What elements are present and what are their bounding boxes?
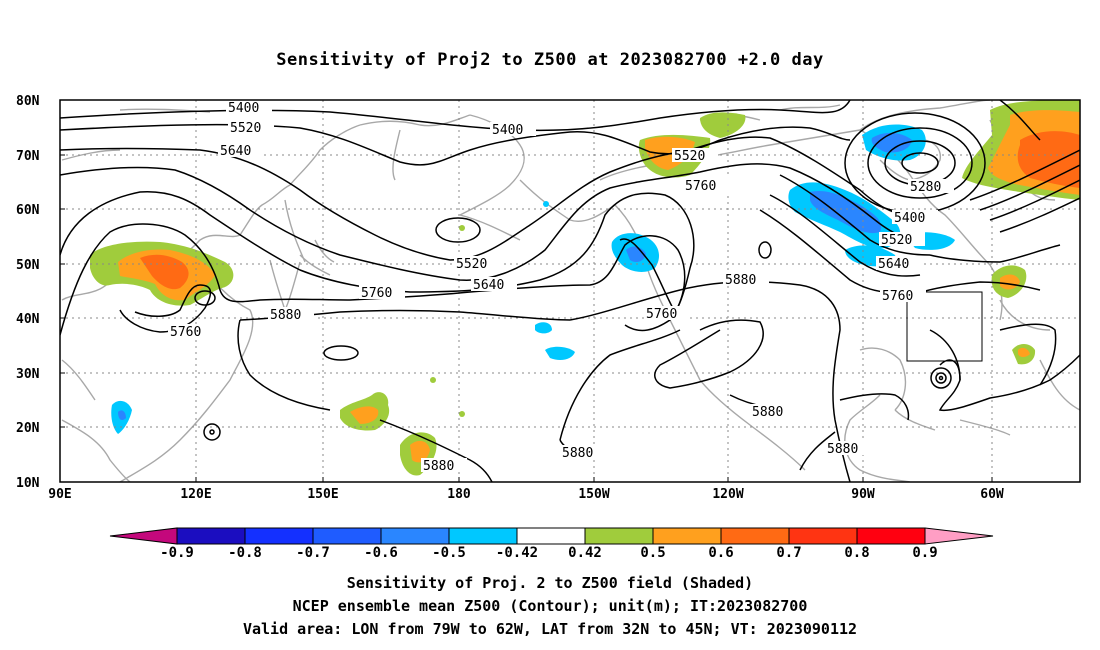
svg-text:5640: 5640 [220, 144, 251, 159]
graticule [60, 100, 1080, 482]
colorbar-label: 0.5 [640, 545, 665, 561]
plot-frame [59, 99, 1081, 483]
svg-text:5760: 5760 [361, 286, 392, 301]
colorbar-segment [856, 527, 926, 545]
svg-text:5280: 5280 [910, 180, 941, 195]
lon-label: 90W [851, 487, 875, 502]
colorbar-label: -0.5 [432, 545, 466, 561]
svg-text:5880: 5880 [827, 442, 858, 457]
lat-label: 40N [16, 312, 40, 327]
colorbar [109, 527, 994, 545]
lon-label: 180 [447, 487, 471, 502]
colorbar-segment [380, 527, 450, 545]
colorbar-label: -0.7 [296, 545, 330, 561]
svg-text:5400: 5400 [228, 101, 259, 116]
lat-label: 70N [16, 149, 40, 164]
colorbar-segment [516, 527, 586, 545]
colorbar-segment [312, 527, 382, 545]
svg-text:5760: 5760 [882, 289, 913, 304]
colorbar-label: -0.8 [228, 545, 262, 561]
colorbar-label: 0.6 [708, 545, 733, 561]
svg-text:5760: 5760 [685, 179, 716, 194]
svg-text:5520: 5520 [881, 233, 912, 248]
valid-area-box [906, 291, 983, 362]
lon-label: 150E [307, 487, 338, 502]
svg-text:5520: 5520 [674, 149, 705, 164]
svg-text:5880: 5880 [752, 405, 783, 420]
svg-text:5640: 5640 [473, 278, 504, 293]
svg-text:5520: 5520 [456, 257, 487, 272]
colorbar-label: -0.42 [496, 545, 538, 561]
z500-contours [60, 100, 1080, 482]
caption-shading: Sensitivity of Proj. 2 to Z500 field (Sh… [346, 574, 754, 592]
colorbar-upper-arrow [924, 527, 994, 545]
colorbar-lower-arrow [109, 527, 178, 545]
lat-label: 30N [16, 367, 40, 382]
colorbar-segment [788, 527, 858, 545]
colorbar-label: -0.9 [160, 545, 194, 561]
svg-text:5760: 5760 [646, 307, 677, 322]
axis-ticks [60, 99, 993, 483]
caption-contour: NCEP ensemble mean Z500 (Contour); unit(… [292, 597, 808, 615]
lon-label: 60W [980, 487, 1004, 502]
svg-text:5880: 5880 [562, 446, 593, 461]
lat-label: 10N [16, 476, 40, 491]
contour-labels: 5400 5520 5640 5400 5520 5760 5280 5400 … [168, 100, 954, 474]
colorbar-label: 0.42 [568, 545, 602, 561]
colorbar-segment [176, 527, 246, 545]
lon-label: 120W [712, 487, 743, 502]
colorbar-segment [720, 527, 790, 545]
svg-text:5760: 5760 [170, 325, 201, 340]
lat-label: 50N [16, 258, 40, 273]
svg-text:5880: 5880 [423, 459, 454, 474]
svg-text:5880: 5880 [725, 273, 756, 288]
colorbar-label: 0.8 [844, 545, 869, 561]
svg-text:5400: 5400 [894, 211, 925, 226]
lon-label: 90E [48, 487, 71, 502]
colorbar-segment [448, 527, 518, 545]
colorbar-label: 0.7 [776, 545, 801, 561]
map-title: Sensitivity of Proj2 to Z500 at 20230827… [276, 50, 824, 70]
caption-valid-area: Valid area: LON from 79W to 62W, LAT fro… [242, 620, 858, 638]
colorbar-segment [652, 527, 722, 545]
svg-text:5400: 5400 [492, 123, 523, 138]
colorbar-segment [244, 527, 314, 545]
colorbar-segment [584, 527, 654, 545]
colorbar-label: -0.6 [364, 545, 398, 561]
lon-label: 150W [578, 487, 609, 502]
lat-label: 60N [16, 203, 40, 218]
svg-text:5520: 5520 [230, 121, 261, 136]
latitude-labels: 80N 70N 60N 50N 40N 30N 20N 10N [16, 94, 40, 491]
lat-label: 80N [16, 94, 40, 109]
svg-text:5640: 5640 [878, 257, 909, 272]
colorbar-label: 0.9 [912, 545, 937, 561]
svg-text:5880: 5880 [270, 308, 301, 323]
lon-label: 120E [180, 487, 211, 502]
lat-label: 20N [16, 421, 40, 436]
longitude-labels: 90E 120E 150E 180 150W 120W 90W 60W [48, 487, 1004, 502]
colorbar-labels: -0.9 -0.8 -0.7 -0.6 -0.5 -0.42 0.42 0.5 … [160, 545, 938, 561]
